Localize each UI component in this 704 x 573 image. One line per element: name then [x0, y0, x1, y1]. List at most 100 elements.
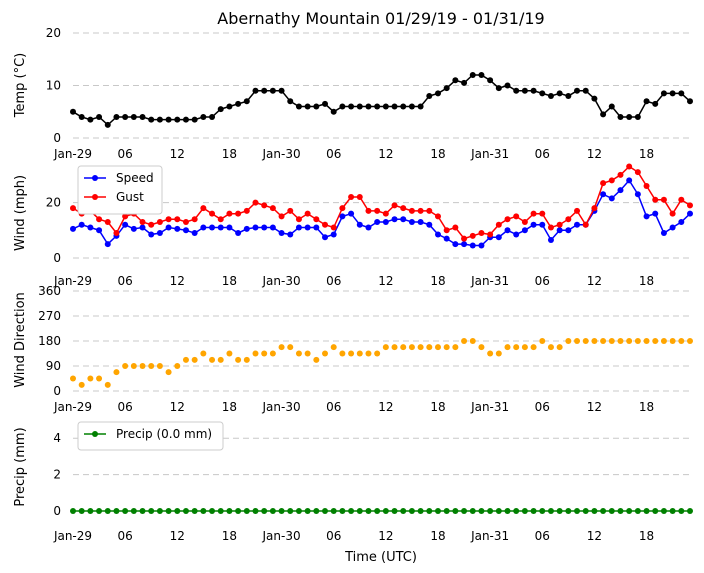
data-point — [252, 350, 259, 357]
data-point — [513, 87, 520, 94]
data-point — [182, 356, 189, 363]
data-point — [660, 338, 667, 344]
data-point — [313, 508, 320, 514]
data-point — [156, 218, 163, 225]
data-point — [565, 216, 572, 223]
chart-title: Abernathy Mountain 01/29/19 - 01/31/19 — [217, 9, 544, 28]
data-point — [139, 114, 146, 120]
data-point — [504, 508, 511, 514]
data-point — [217, 508, 224, 514]
data-point — [478, 344, 485, 351]
data-point — [130, 508, 137, 514]
data-point — [643, 508, 650, 514]
data-point — [452, 508, 459, 514]
data-point — [634, 338, 641, 344]
panel-1: 0 20 Wind (mph) Jan-29 06 12 18 Jan-30 06 12 18 Jan… — [13, 163, 693, 288]
data-point — [487, 350, 494, 357]
x-tick-label: 18 — [639, 274, 654, 288]
data-point — [278, 230, 285, 237]
data-point — [200, 205, 207, 212]
data-point — [252, 224, 259, 231]
data-point — [348, 350, 355, 357]
legend-swatch-marker — [92, 194, 98, 200]
data-point — [174, 363, 181, 369]
panel-3: 0 2 4 Precip (mm) Jan-29 06 12 18 Jan-30 06 12 18 Ja… — [13, 421, 693, 543]
data-point — [487, 508, 494, 514]
data-point — [261, 350, 268, 357]
data-point — [608, 195, 615, 202]
x-tick-label: 12 — [170, 400, 185, 414]
data-point — [678, 196, 685, 203]
data-point — [643, 338, 650, 344]
x-tick-label: 18 — [430, 147, 445, 161]
data-point — [669, 508, 676, 514]
data-point — [469, 242, 476, 249]
x-tick-label: 12 — [378, 274, 393, 288]
data-point — [678, 508, 685, 514]
data-point — [269, 350, 276, 357]
data-point — [400, 216, 407, 223]
data-point — [165, 216, 172, 223]
data-point — [295, 103, 302, 110]
data-point — [78, 221, 85, 228]
data-point — [217, 216, 224, 223]
data-point — [182, 218, 189, 225]
data-point — [182, 116, 189, 123]
data-point — [165, 508, 172, 514]
data-point — [165, 369, 172, 376]
data-point — [652, 338, 659, 344]
data-point — [547, 93, 554, 99]
series-line-0-0 — [72, 74, 691, 126]
data-point — [139, 508, 146, 514]
data-point — [478, 230, 485, 237]
data-point — [687, 98, 693, 105]
data-point — [400, 508, 407, 514]
data-point — [156, 116, 163, 123]
data-point — [156, 230, 163, 237]
y-axis-label: Wind (mph) — [13, 175, 28, 251]
data-point — [226, 224, 233, 231]
data-point — [434, 90, 441, 97]
data-point — [391, 216, 398, 223]
data-point — [156, 508, 163, 514]
data-point — [434, 508, 441, 514]
data-point — [165, 224, 172, 231]
data-point — [287, 231, 294, 238]
data-point — [487, 77, 494, 84]
data-point — [574, 508, 581, 514]
data-point — [443, 227, 450, 234]
x-tick-label: 12 — [378, 147, 393, 161]
data-point — [391, 202, 398, 209]
data-point — [339, 205, 346, 212]
data-point — [400, 344, 407, 351]
x-tick-label: 18 — [430, 274, 445, 288]
data-point — [461, 241, 468, 248]
data-point — [504, 82, 511, 89]
data-point — [269, 87, 276, 94]
data-point — [521, 227, 528, 234]
data-point — [287, 508, 294, 514]
data-point — [608, 177, 615, 184]
data-point — [322, 221, 329, 228]
data-point — [660, 230, 667, 237]
y-tick-label: 0 — [53, 251, 61, 265]
data-point — [356, 221, 363, 228]
data-point — [626, 508, 633, 514]
data-point — [96, 114, 103, 120]
y-tick-label: 2 — [53, 468, 61, 482]
legend-label: Gust — [116, 190, 144, 204]
data-point — [191, 356, 198, 363]
data-point — [200, 224, 207, 231]
data-point — [174, 116, 181, 123]
data-point — [495, 508, 502, 514]
data-point — [278, 344, 285, 351]
legend-box — [77, 421, 224, 451]
data-point — [269, 508, 276, 514]
y-tick-label: 4 — [53, 431, 61, 445]
data-point — [295, 224, 302, 231]
data-point — [582, 338, 589, 344]
data-point — [322, 508, 329, 514]
data-point — [304, 210, 311, 217]
data-point — [191, 216, 198, 223]
x-tick-label: Jan-31 — [470, 529, 509, 543]
